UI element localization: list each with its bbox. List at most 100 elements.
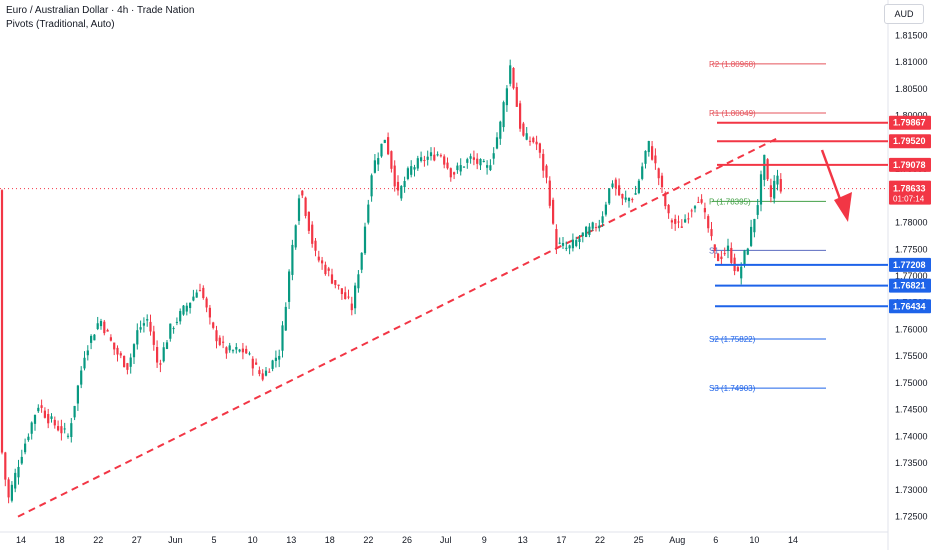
- candle-body[interactable]: [360, 252, 363, 270]
- candle-body[interactable]: [284, 306, 287, 331]
- indicator-label[interactable]: Pivots (Traditional, Auto): [6, 19, 115, 30]
- candle-body[interactable]: [439, 155, 442, 157]
- candle-body[interactable]: [40, 405, 43, 408]
- candle-body[interactable]: [472, 157, 475, 160]
- candle-body[interactable]: [301, 190, 304, 196]
- candle-body[interactable]: [585, 226, 588, 238]
- candle-body[interactable]: [304, 197, 307, 216]
- candle-body[interactable]: [113, 342, 116, 350]
- candle-body[interactable]: [60, 426, 63, 434]
- price-axis[interactable]: [888, 0, 932, 550]
- candle-body[interactable]: [0, 190, 4, 453]
- candle-body[interactable]: [426, 156, 429, 160]
- candle-body[interactable]: [152, 331, 155, 345]
- candle-body[interactable]: [189, 302, 192, 309]
- candle-body[interactable]: [552, 199, 555, 224]
- candle-body[interactable]: [476, 158, 479, 164]
- candle-body[interactable]: [532, 137, 535, 143]
- candle-body[interactable]: [294, 225, 297, 248]
- candle-body[interactable]: [614, 179, 617, 189]
- candle-body[interactable]: [248, 353, 251, 355]
- candle-body[interactable]: [641, 166, 644, 179]
- candle-body[interactable]: [156, 346, 159, 363]
- candle-body[interactable]: [288, 271, 291, 302]
- candle-body[interactable]: [680, 226, 683, 228]
- candle-body[interactable]: [608, 188, 611, 204]
- candle-body[interactable]: [489, 165, 492, 171]
- candle-body[interactable]: [555, 229, 558, 249]
- candle-body[interactable]: [499, 121, 502, 139]
- candle-body[interactable]: [406, 168, 409, 179]
- candle-body[interactable]: [443, 156, 446, 165]
- candle-body[interactable]: [598, 225, 601, 228]
- candle-body[interactable]: [327, 268, 330, 271]
- candle-body[interactable]: [377, 158, 380, 165]
- candle-body[interactable]: [324, 264, 327, 275]
- candle-body[interactable]: [670, 220, 673, 223]
- candle-body[interactable]: [429, 152, 433, 157]
- candle-body[interactable]: [136, 330, 139, 345]
- candle-body[interactable]: [212, 322, 215, 328]
- candle-body[interactable]: [743, 250, 746, 265]
- candle-body[interactable]: [730, 247, 733, 263]
- candle-body[interactable]: [631, 199, 634, 201]
- candle-body[interactable]: [337, 284, 340, 286]
- candle-body[interactable]: [664, 192, 667, 207]
- candle-body[interactable]: [703, 208, 706, 213]
- candle-body[interactable]: [766, 159, 769, 180]
- candle-body[interactable]: [647, 140, 650, 153]
- candle-body[interactable]: [740, 266, 743, 279]
- candle-body[interactable]: [258, 370, 261, 374]
- candle-body[interactable]: [515, 87, 518, 107]
- candle-body[interactable]: [436, 154, 439, 156]
- candle-body[interactable]: [446, 162, 449, 169]
- candle-body[interactable]: [185, 305, 188, 312]
- candle-body[interactable]: [172, 328, 175, 330]
- candle-body[interactable]: [311, 224, 314, 244]
- candle-body[interactable]: [4, 452, 7, 480]
- candle-body[interactable]: [601, 216, 604, 223]
- candle-body[interactable]: [380, 143, 383, 157]
- candle-body[interactable]: [466, 159, 469, 163]
- candle-body[interactable]: [43, 410, 46, 418]
- candle-body[interactable]: [542, 153, 545, 171]
- candle-body[interactable]: [561, 243, 565, 246]
- candle-body[interactable]: [618, 185, 621, 196]
- candle-body[interactable]: [657, 168, 660, 179]
- candle-body[interactable]: [179, 311, 182, 322]
- candle-body[interactable]: [83, 357, 86, 369]
- candle-body[interactable]: [129, 357, 132, 367]
- candle-body[interactable]: [634, 193, 637, 195]
- candle-body[interactable]: [208, 307, 211, 318]
- candle-body[interactable]: [245, 348, 248, 354]
- candle-body[interactable]: [627, 198, 631, 202]
- candle-body[interactable]: [387, 137, 390, 155]
- candle-body[interactable]: [644, 150, 647, 164]
- candle-body[interactable]: [495, 137, 499, 149]
- candle-body[interactable]: [314, 240, 317, 251]
- candle-body[interactable]: [162, 347, 165, 362]
- candle-body[interactable]: [591, 222, 594, 229]
- candle-body[interactable]: [420, 157, 423, 161]
- candle-body[interactable]: [410, 166, 413, 175]
- candle-body[interactable]: [17, 466, 20, 478]
- candle-body[interactable]: [486, 165, 489, 168]
- candle-body[interactable]: [274, 357, 277, 361]
- candle-body[interactable]: [334, 280, 337, 285]
- candle-body[interactable]: [149, 321, 152, 332]
- candle-body[interactable]: [588, 226, 591, 235]
- candle-body[interactable]: [330, 274, 334, 284]
- candle-body[interactable]: [175, 321, 178, 323]
- candle-body[interactable]: [667, 205, 670, 214]
- candle-body[interactable]: [707, 216, 710, 229]
- candle-body[interactable]: [198, 290, 202, 292]
- currency-badge[interactable]: AUD: [884, 4, 924, 24]
- bearish-arrow-head-icon[interactable]: [834, 192, 852, 222]
- candle-body[interactable]: [710, 229, 713, 237]
- candle-body[interactable]: [575, 240, 578, 246]
- candle-body[interactable]: [558, 242, 561, 244]
- candle-body[interactable]: [205, 298, 208, 308]
- candle-body[interactable]: [750, 226, 753, 246]
- candle-body[interactable]: [413, 167, 416, 170]
